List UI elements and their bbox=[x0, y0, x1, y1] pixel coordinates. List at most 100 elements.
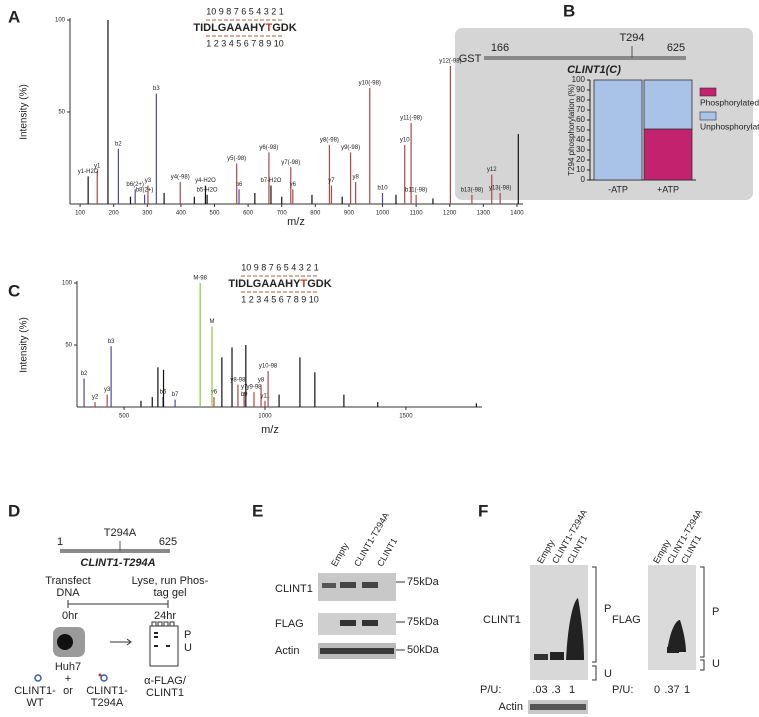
x-tick-label: 1400 bbox=[510, 211, 524, 217]
legend-label: Phosphorylated bbox=[700, 97, 759, 107]
lane-label: Empty bbox=[329, 541, 351, 569]
blot-smear bbox=[667, 620, 686, 652]
blot bbox=[318, 613, 396, 635]
bar-segment bbox=[643, 128, 693, 181]
x-tick-label: 800 bbox=[310, 211, 321, 217]
peak-label: y7 bbox=[328, 178, 335, 184]
gel-wells bbox=[151, 621, 175, 626]
y-tick-label: 40 bbox=[576, 135, 585, 144]
x-tick-label: 1300 bbox=[477, 211, 491, 217]
blot-band bbox=[534, 654, 548, 660]
band-label: U bbox=[712, 658, 720, 670]
plasmid-label: WT bbox=[26, 697, 43, 709]
ratio: 1 bbox=[569, 684, 575, 696]
marker-label: 75kDa bbox=[407, 616, 440, 628]
fragment-numbers: 10 9 8 7 6 5 4 3 2 1 bbox=[241, 262, 319, 272]
legend-swatch bbox=[699, 87, 717, 97]
blot-band bbox=[667, 647, 679, 653]
cell-line: Huh7 bbox=[55, 661, 81, 673]
plasmid-label: T294A bbox=[91, 697, 124, 709]
bracket bbox=[592, 566, 597, 681]
y-axis-label: T294 phosphorylation (%) bbox=[567, 84, 576, 176]
site-label: T294A bbox=[104, 527, 137, 539]
marker-label: 50kDa bbox=[407, 644, 440, 656]
legend-label: Unphosphorylated bbox=[700, 121, 759, 131]
peak-label: y8(-98) bbox=[320, 138, 339, 144]
blot-band bbox=[340, 620, 356, 626]
peak-label: b7 bbox=[172, 392, 179, 398]
row-label: CLINT1 bbox=[275, 583, 313, 595]
row-label: FLAG bbox=[275, 618, 304, 630]
peak-label: b2 bbox=[81, 371, 88, 377]
peak-label: y5(-98) bbox=[227, 156, 246, 162]
end-label: 625 bbox=[667, 42, 685, 54]
start-label: 166 bbox=[491, 42, 509, 54]
peak-label: y10-98 bbox=[259, 364, 278, 370]
sequence-inset: 10 9 8 7 6 5 4 3 2 1 TIDLGAAAHYTGDK 1 2 … bbox=[193, 6, 296, 48]
peak-label: y13(-98) bbox=[489, 186, 511, 192]
x-tick-label: 400 bbox=[176, 211, 187, 217]
blot-band bbox=[362, 582, 378, 588]
x-axis-label: m/z bbox=[287, 216, 305, 228]
peak-label: b3 bbox=[153, 86, 160, 92]
y-tick-label: 80 bbox=[576, 95, 585, 104]
fragment-numbers: 1 2 3 4 5 6 7 8 9 10 bbox=[206, 38, 284, 48]
plasmid-icon bbox=[100, 674, 108, 682]
x-tick-label: 200 bbox=[109, 211, 120, 217]
band-label: P bbox=[184, 629, 191, 641]
y-tick-label: 50 bbox=[65, 343, 72, 349]
or: or bbox=[63, 685, 73, 697]
panel-label: B bbox=[563, 1, 575, 20]
peak-label: b2 bbox=[115, 141, 122, 147]
start-label: 1 bbox=[57, 536, 63, 548]
legend-swatch bbox=[699, 111, 717, 121]
panel-label: C bbox=[8, 281, 20, 300]
y-tick-label: 60 bbox=[576, 115, 585, 124]
y-axis-label: Intensity (%) bbox=[19, 317, 30, 373]
peak-label: y9(-98) bbox=[341, 145, 360, 151]
peak-label: y4(-98) bbox=[171, 174, 190, 180]
mutation-dot bbox=[98, 673, 102, 677]
peak-label: y3 bbox=[145, 178, 152, 184]
ratio: .3 bbox=[551, 684, 560, 696]
peak-label: y11 bbox=[260, 393, 270, 399]
step-label: Lyse, run Phos- bbox=[132, 575, 209, 587]
x-tick-label: 600 bbox=[243, 211, 254, 217]
y-tick-label: 30 bbox=[576, 145, 585, 154]
y-tick-label: 50 bbox=[58, 110, 65, 116]
arrow-head bbox=[126, 638, 132, 646]
x-axis-label: m/z bbox=[261, 424, 279, 436]
step-label: Transfect bbox=[45, 575, 90, 587]
panel-d: 1 T294A 625 CLINT1-T294A Transfect DNA L… bbox=[14, 527, 208, 709]
peak-label: y1-H2O bbox=[78, 169, 99, 175]
construct-name: CLINT1-T294A bbox=[80, 557, 155, 569]
plus: + bbox=[65, 673, 71, 685]
peak-label: y11(-98) bbox=[400, 116, 422, 122]
x-tick-label: 1500 bbox=[399, 414, 413, 420]
peak-label: y7(-98) bbox=[281, 160, 300, 166]
band-label: U bbox=[184, 642, 192, 654]
loading-label: Actin bbox=[499, 701, 523, 713]
y-tick-label: 20 bbox=[576, 155, 585, 164]
peak-label: y6(-98) bbox=[259, 145, 278, 151]
readout: α-FLAG/ bbox=[144, 675, 187, 687]
blot-band bbox=[320, 648, 394, 654]
peak-label: y12(-98) bbox=[439, 59, 461, 65]
blot-band bbox=[322, 583, 336, 588]
y-tick-label: 50 bbox=[576, 125, 585, 134]
plasmid-label: CLINT1- bbox=[14, 685, 56, 697]
peak-label: y12 bbox=[487, 167, 497, 173]
peak-label: b6(2+) bbox=[126, 182, 144, 188]
sequence-inset: 10 9 8 7 6 5 4 3 2 1 TIDLGAAAHYTGDK 1 2 … bbox=[228, 262, 331, 304]
panel-label: D bbox=[8, 501, 20, 520]
band-label: U bbox=[604, 668, 612, 680]
peak-label: y10 bbox=[400, 138, 410, 144]
y-tick-label: 70 bbox=[576, 105, 585, 114]
panel-label: A bbox=[8, 7, 20, 26]
y-tick-label: 10 bbox=[576, 165, 585, 174]
x-tick-label: 1000 bbox=[258, 414, 272, 420]
peak-label: M bbox=[210, 319, 215, 325]
plasmid-icon bbox=[34, 674, 42, 682]
peak-label: y8 bbox=[258, 377, 265, 383]
